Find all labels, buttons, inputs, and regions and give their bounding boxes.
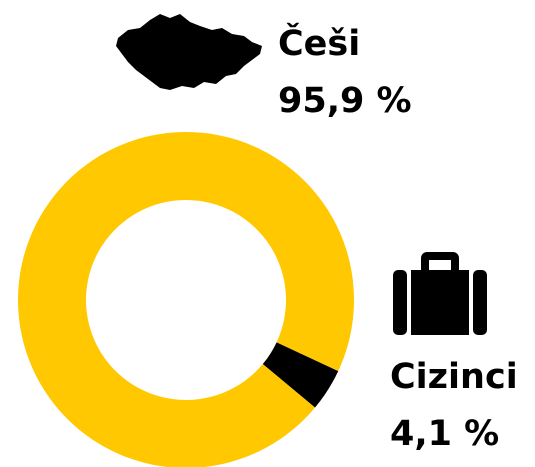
category-label: Češi: [278, 22, 360, 64]
value-label: 4,1 %: [390, 414, 499, 454]
value-label: 95,9 %: [278, 81, 412, 121]
czech-map-icon: [116, 14, 262, 90]
suitcase-icon: [393, 252, 487, 335]
category-label: Cizinci: [390, 357, 518, 397]
donut-slice: [262, 342, 339, 408]
donut-slice: [18, 132, 354, 467]
